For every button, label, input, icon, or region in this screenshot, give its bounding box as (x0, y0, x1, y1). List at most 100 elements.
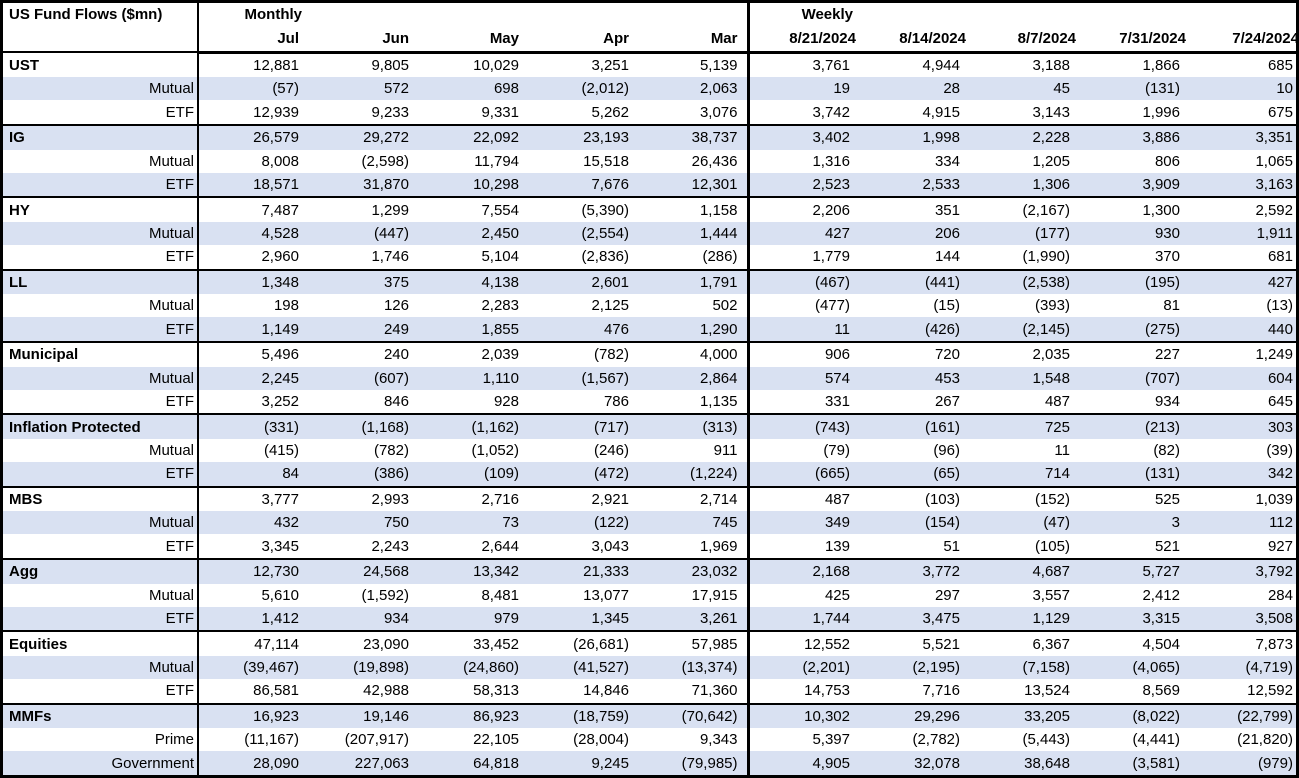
weekly-value-cell: 3,351 (1189, 124, 1296, 150)
month-column-header: May (418, 26, 528, 54)
subcategory-label: Mutual (3, 149, 199, 173)
monthly-value-cell: 64,818 (418, 751, 528, 775)
monthly-value-cell: 1,299 (308, 196, 418, 222)
weekly-value-cell: 3 (1079, 511, 1189, 535)
weekly-value-cell: 351 (859, 196, 969, 222)
monthly-value-cell: 9,331 (481, 103, 519, 121)
week-column-header: 7/24/2024 (1189, 26, 1296, 54)
weekly-value-cell: 1,779 (746, 245, 859, 270)
weekly-value-cell: 1,998 (859, 124, 969, 150)
monthly-value-cell: 15,518 (583, 152, 629, 170)
monthly-value-cell: 249 (308, 317, 418, 342)
monthly-value-cell: 2,644 (481, 537, 519, 555)
week-column-header: 8/14/2024 (859, 26, 969, 54)
monthly-value-cell: 9,805 (308, 50, 418, 78)
monthly-value-cell: 1,969 (699, 537, 738, 555)
monthly-value-cell: (2,012) (528, 77, 638, 101)
table-row: IG 26,579 29,272 22,092 23,193 38,737 3,402 1,9… (3, 124, 1296, 150)
table-row: ETF 1,412 934 979 1,345 3,261 1,744 3,475 1,129 3… (3, 606, 1296, 632)
weekly-value-cell: (8,022) (1079, 702, 1189, 729)
weekly-value-cell: 3,508 (1189, 606, 1296, 632)
category-label: UST (3, 50, 199, 78)
monthly-value-cell: 1,444 (638, 221, 748, 246)
weekly-value-cell: 4,504 (1079, 630, 1189, 656)
weekly-value-cell: 14,753 (746, 679, 859, 704)
weekly-value-cell: 934 (1154, 393, 1180, 411)
weekly-value-cell: (2,201) (746, 655, 859, 680)
monthly-value-cell: (13,374) (638, 655, 748, 680)
monthly-value-cell: 86,923 (418, 702, 528, 729)
table-row: Mutual 5,610 (1,592) 8,481 13,077 17,915 425 29… (3, 583, 1296, 607)
subcategory-label: Mutual (3, 583, 199, 607)
monthly-value-cell: (1,052) (471, 441, 519, 459)
monthly-value-cell: 934 (308, 606, 418, 632)
weekly-value-cell: 521 (1154, 537, 1180, 555)
monthly-value-cell: 227,063 (308, 751, 418, 775)
weekly-value-cell: 32,078 (859, 751, 969, 775)
weekly-value-cell: (131) (1079, 462, 1189, 487)
monthly-value-cell: 9,245 (528, 751, 638, 775)
weekly-value-cell: 675 (1267, 103, 1293, 121)
monthly-value-cell: (24,860) (418, 655, 528, 680)
weekly-value-cell: 3,475 (859, 606, 969, 632)
monthly-group-header: Monthly (244, 6, 303, 23)
weekly-value-cell: (426) (859, 317, 969, 342)
weekly-value-cell: (21,820) (1237, 731, 1293, 749)
weekly-value-cell: 5,397 (746, 728, 859, 752)
weekly-value-cell: (161) (859, 413, 969, 439)
weekly-value-cell: (979) (1189, 751, 1296, 775)
subcategory-label: ETF (3, 317, 199, 342)
table-row: ETF 12,939 9,233 9,331 5,262 3,076 3,742 4,915 3… (3, 100, 1296, 126)
monthly-value-cell: 3,043 (591, 537, 629, 555)
monthly-value-cell: 2,714 (638, 485, 748, 512)
monthly-value-cell: 14,846 (583, 682, 629, 700)
weekly-value-cell: 1,129 (969, 606, 1079, 632)
monthly-value-cell: (207,917) (344, 731, 409, 749)
weekly-value-cell: 4,915 (922, 103, 960, 121)
monthly-value-cell: 126 (383, 297, 409, 315)
weekly-value-cell: 1,065 (1255, 152, 1293, 170)
subcategory-label: ETF (3, 172, 199, 198)
monthly-value-cell: 23,090 (308, 630, 418, 656)
monthly-value-cell: 3,076 (699, 103, 738, 121)
monthly-value-cell: 1,149 (198, 317, 308, 342)
table-row: MBS 3,777 2,993 2,716 2,921 2,714 487 (103) (152… (3, 485, 1296, 512)
subcategory-label: Mutual (3, 221, 199, 246)
weekly-value-cell: (441) (859, 268, 969, 295)
category-label: Agg (3, 558, 199, 584)
weekly-value-cell: 5,521 (859, 630, 969, 656)
monthly-value-cell: 2,243 (371, 537, 409, 555)
monthly-value-cell: 786 (603, 393, 629, 411)
monthly-value-cell: 16,923 (198, 702, 308, 729)
table-row: ETF 3,252 846 928 786 1,135 331 267 487 934 645 (3, 389, 1296, 415)
weekly-value-cell: (707) (1079, 366, 1189, 390)
column-header-row: Jul Jun May Apr Mar 8/21/2024 8/14/2024 8/7/202… (3, 26, 1296, 54)
monthly-value-cell: (39,467) (198, 655, 308, 680)
weekly-value-cell: 2,592 (1189, 196, 1296, 222)
weekly-group-header: Weekly (746, 3, 859, 26)
weekly-value-cell: 227 (1079, 341, 1189, 367)
monthly-value-cell: (2,554) (528, 221, 638, 246)
monthly-value-cell: (1,162) (418, 413, 528, 439)
monthly-value-cell: 19,146 (308, 702, 418, 729)
weekly-value-cell: (213) (1079, 413, 1189, 439)
weekly-value-cell: 3,163 (1189, 172, 1296, 198)
monthly-value-cell: 1,135 (699, 393, 738, 411)
monthly-value-cell: 7,487 (198, 196, 308, 222)
weekly-value-cell: 297 (934, 586, 960, 604)
monthly-value-cell: (122) (528, 511, 638, 535)
monthly-value-cell: 3,261 (638, 606, 748, 632)
weekly-value-cell: 12,592 (1247, 682, 1293, 700)
weekly-value-cell: 6,367 (969, 630, 1079, 656)
weekly-value-cell: (2,167) (969, 196, 1079, 222)
monthly-value-cell: 22,092 (418, 124, 528, 150)
weekly-value-cell: (4,441) (1132, 731, 1180, 749)
monthly-value-cell: 5,262 (591, 103, 629, 121)
subcategory-label: ETF (3, 100, 199, 126)
monthly-value-cell: 5,139 (638, 50, 748, 78)
weekly-value-cell: 1,039 (1189, 485, 1296, 512)
monthly-value-cell: 8,481 (481, 586, 519, 604)
table-title: US Fund Flows ($mn) (3, 3, 199, 52)
weekly-value-cell: 284 (1267, 586, 1293, 604)
monthly-value-cell: 31,870 (308, 172, 418, 198)
